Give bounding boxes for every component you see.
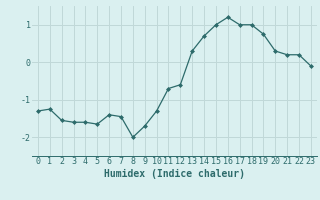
- X-axis label: Humidex (Indice chaleur): Humidex (Indice chaleur): [104, 169, 245, 179]
